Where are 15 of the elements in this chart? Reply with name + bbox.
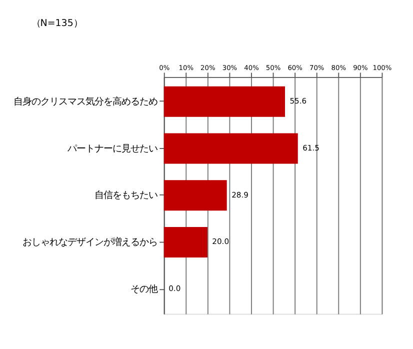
bar: [164, 133, 298, 164]
data-label: 20.0: [212, 237, 230, 246]
bar: [164, 180, 227, 211]
data-label: 55.6: [290, 96, 307, 106]
bar: [164, 227, 208, 258]
data-label: 28.9: [232, 190, 249, 200]
data-label: 61.5: [302, 143, 320, 152]
y-tick-label: その他: [130, 284, 158, 295]
bar: [164, 86, 286, 117]
y-tick-label: 自身のクリスマス気分を高めるため: [14, 96, 158, 108]
text: （N=135）: [31, 18, 82, 29]
y-tick-label: パートナーに見せたい: [66, 143, 158, 154]
y-tick-label: おしゃれなデザインが増えるから: [22, 237, 158, 248]
y-tick-label: 自信をもちたい: [94, 190, 158, 202]
data-label: 0.0: [168, 284, 181, 294]
